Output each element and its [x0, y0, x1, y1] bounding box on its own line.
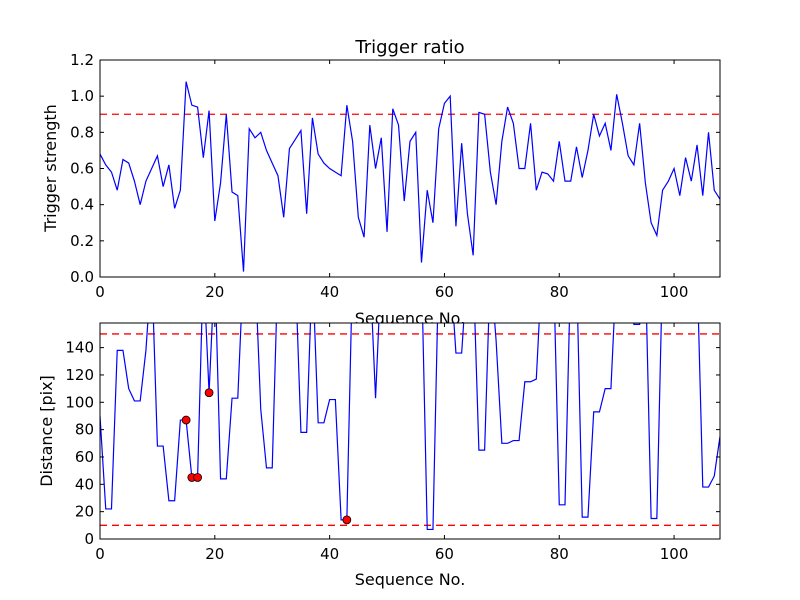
bottom-x-tick-label: 60: [435, 545, 454, 563]
top-x-tick-label: 20: [205, 283, 224, 301]
bottom-marker-3: [204, 388, 214, 398]
bottom-y-axis-label: Distance [pix]: [37, 375, 56, 487]
bottom-x-tick-label: 40: [320, 545, 339, 563]
bottom-y-tick-label: 100: [65, 393, 94, 411]
bottom-x-tick-label: 20: [205, 545, 224, 563]
top-y-tick-label: 0.0: [70, 268, 94, 286]
bottom-plot-area: [100, 323, 720, 539]
bottom-y-tick-label: 20: [75, 503, 94, 521]
top-x-tick-label: 100: [660, 283, 689, 301]
bottom-y-tick-label: 40: [75, 475, 94, 493]
top-x-ticks: 0 20 40 60 80 100: [95, 60, 688, 301]
top-chart-title: Trigger ratio: [354, 37, 464, 58]
bottom-y-tick-label: 120: [65, 366, 94, 384]
top-series-line: [100, 81, 720, 272]
top-y-ticks: 0.0 0.2 0.4 0.6 0.8 1.0 1.2: [70, 51, 720, 286]
bottom-marker-4: [342, 515, 352, 525]
top-y-tick-label: 0.2: [70, 232, 94, 250]
top-y-tick-label: 0.4: [70, 196, 94, 214]
bottom-y-tick-label: 80: [75, 421, 94, 439]
bottom-y-tick-label: 0: [84, 530, 94, 548]
bottom-y-tick-label: 60: [75, 448, 94, 466]
bottom-marker-2: [193, 473, 202, 482]
bottom-axes-frame: [99, 322, 721, 540]
top-y-tick-label: 1.0: [70, 87, 94, 105]
bottom-chart: 0 20 40 60 80 100 0 20 40 60 80 100 120 140 Sequence…: [37, 322, 721, 589]
top-x-tick-label: 0: [95, 283, 105, 301]
bottom-x-ticks: 0 20 40 60 80 100: [95, 323, 688, 563]
bottom-y-ticks: 0 20 40 60 80 100 120 140: [65, 339, 720, 548]
bottom-y-tick-label: 140: [65, 339, 94, 357]
bottom-x-tick-label: 80: [550, 545, 569, 563]
top-y-axis-label: Trigger strength: [41, 104, 60, 233]
top-x-tick-label: 60: [435, 283, 454, 301]
bottom-threshold-lines: [100, 333, 720, 526]
bottom-x-tick-label: 0: [95, 545, 105, 563]
top-x-tick-label: 40: [320, 283, 339, 301]
top-x-tick-label: 80: [550, 283, 569, 301]
bottom-x-tick-label: 100: [660, 545, 689, 563]
top-y-tick-label: 0.8: [70, 123, 94, 141]
top-plot-area: [100, 60, 720, 277]
bottom-marker-0: [181, 415, 191, 425]
top-y-tick-label: 0.6: [70, 160, 94, 178]
top-chart: 0 20 40 60 80 100 0.0 0.2 0.4 0.6 0.8 1.0 1.2 Trigg…: [41, 37, 721, 328]
bottom-x-axis-label: Sequence No.: [355, 570, 466, 589]
top-y-tick-label: 1.2: [70, 51, 94, 69]
bottom-markers: [181, 388, 352, 525]
